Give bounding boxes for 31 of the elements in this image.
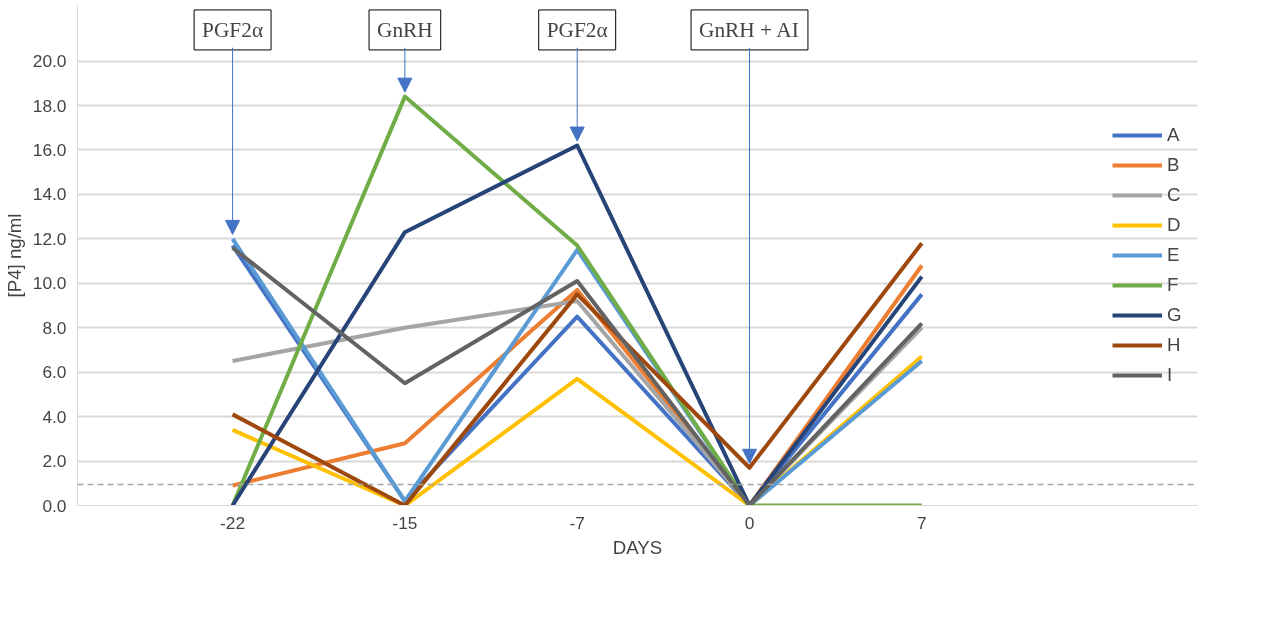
annotation: GnRH + AI (699, 17, 799, 42)
y-tick-label: 12.0 (32, 228, 67, 249)
y-axis-title: [P4] ng/ml (3, 213, 25, 298)
y-tick-label: 10.0 (32, 273, 67, 294)
annotation: PGF2α (202, 17, 264, 42)
x-tick-label: 7 (916, 512, 927, 533)
x-tick-label: -22 (220, 512, 246, 533)
y-tick-label: 4.0 (42, 406, 67, 427)
legend-label: I (1167, 364, 1174, 386)
y-tick-label: 20.0 (32, 51, 67, 72)
legend-label: B (1167, 154, 1181, 176)
legend-label: G (1167, 304, 1183, 326)
legend-label: C (1167, 184, 1182, 206)
legend-label: H (1167, 334, 1182, 356)
x-tick-label: -7 (569, 512, 585, 533)
y-tick-label: 8.0 (42, 317, 67, 338)
legend-label: D (1167, 214, 1182, 236)
x-tick-label: 0 (744, 512, 755, 533)
annotation: GnRH (377, 17, 433, 42)
legend-label: A (1167, 124, 1181, 146)
y-tick-label: 18.0 (32, 95, 67, 116)
annotation: PGF2α (546, 17, 608, 42)
y-tick-label: 2.0 (42, 451, 67, 472)
legend-label: E (1167, 244, 1181, 266)
y-tick-label: 16.0 (32, 139, 67, 160)
x-tick-label: -15 (392, 512, 418, 533)
y-tick-label: 0.0 (42, 495, 67, 516)
y-tick-label: 14.0 (32, 184, 67, 205)
legend-label: F (1167, 274, 1180, 296)
y-tick-label: 6.0 (42, 362, 67, 383)
x-axis-title: DAYS (612, 536, 663, 558)
